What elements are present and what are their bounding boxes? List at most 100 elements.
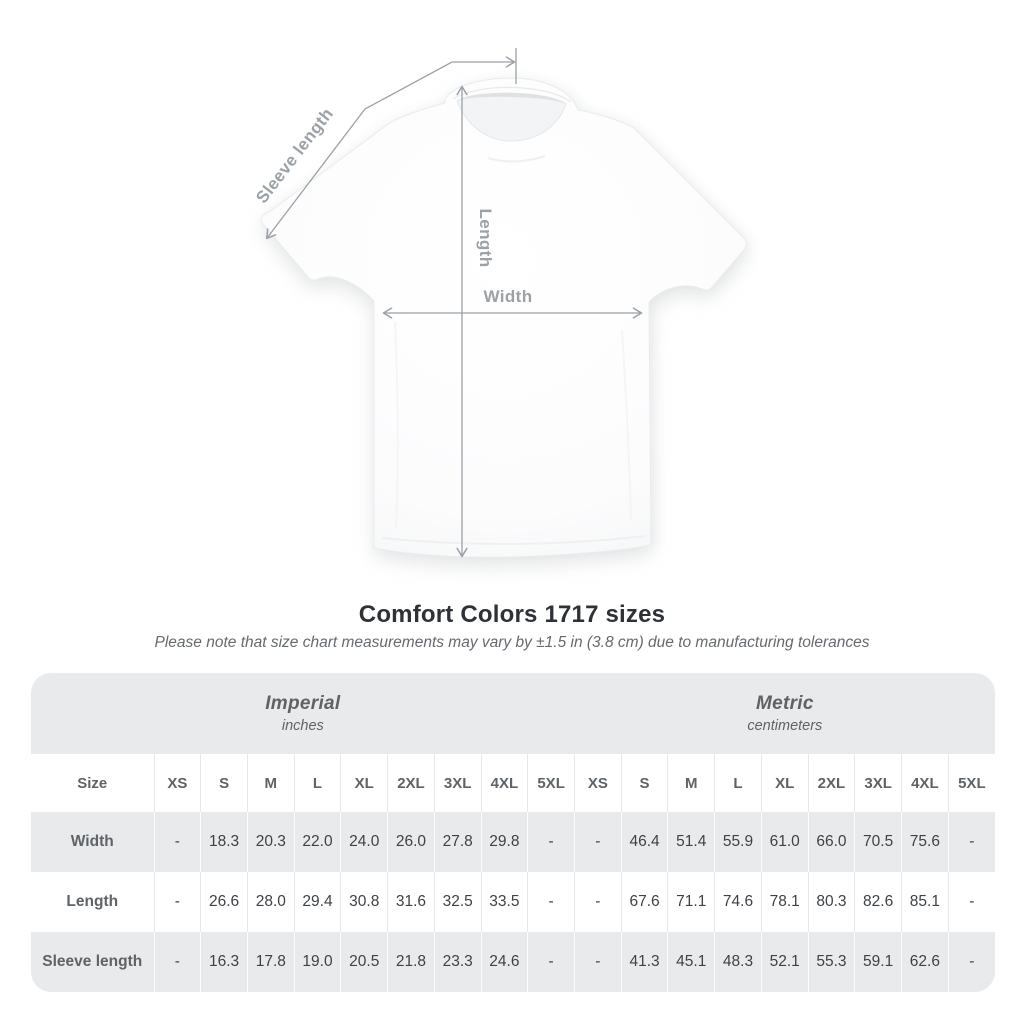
measurement-cell: - [153, 932, 201, 992]
measurement-cell: 17.8 [246, 932, 295, 992]
measurement-cell: 32.5 [433, 872, 482, 932]
page-title: Comfort Colors 1717 sizes [358, 601, 666, 628]
measurement-cell: 48.3 [714, 932, 762, 992]
size-column-header: XS [573, 754, 622, 812]
size-col-header: Size [77, 774, 108, 792]
group-name: Imperial [265, 693, 341, 714]
measurement-cell: 45.1 [667, 932, 715, 992]
size-column-header: 2XL [807, 754, 855, 812]
measurement-cell: 20.5 [340, 932, 388, 992]
size-column-header: S [620, 754, 668, 812]
measurement-cell: 20.3 [246, 812, 295, 872]
measurement-cell: 59.1 [854, 932, 902, 992]
measurement-cell: 67.6 [620, 872, 668, 932]
metric-group-header: Metric centimeters [575, 673, 995, 754]
size-column-header: 3XL [854, 754, 902, 812]
measurement-cell: 18.3 [200, 812, 248, 872]
width-row: Width - 18.3 20.3 22.0 24.0 26.0 27.8 29… [31, 812, 995, 872]
measurement-cell: 66.0 [807, 812, 855, 872]
length-row: Length - 26.6 28.0 29.4 30.8 31.6 32.5 3… [31, 872, 995, 932]
measurement-cell: 62.6 [901, 932, 949, 992]
measurement-cell: 29.4 [293, 872, 341, 932]
measurement-cell: 80.3 [807, 872, 855, 932]
size-header-row: Size XS S M L XL 2XL 3XL 4XL 5XL XS S M … [31, 754, 995, 812]
row-label: Length [66, 893, 119, 910]
measurement-cell: - [527, 812, 575, 872]
measurement-cell: 24.6 [480, 932, 528, 992]
measurement-cell: 29.8 [480, 812, 528, 872]
measurement-cell: - [153, 872, 201, 932]
measurement-cell: - [947, 812, 995, 872]
measurement-cell: 22.0 [293, 812, 341, 872]
size-column-header: M [246, 754, 295, 812]
group-name: Metric [755, 693, 814, 714]
measurement-cell: - [947, 932, 995, 992]
size-column-header: XL [340, 754, 388, 812]
measurement-cell: 55.9 [714, 812, 762, 872]
measurement-cell: 78.1 [760, 872, 809, 932]
size-table: Size XS S M L XL 2XL 3XL 4XL 5XL XS S M … [31, 754, 995, 992]
size-column-header: S [200, 754, 248, 812]
wrinkle-line [394, 321, 399, 529]
measurement-cell: 74.6 [714, 872, 762, 932]
measurement-cell: 24.0 [340, 812, 388, 872]
measurement-cell: 70.5 [854, 812, 902, 872]
measurement-cell: 31.6 [387, 872, 435, 932]
hem-shadow-line [381, 535, 647, 546]
size-column-header: 5XL [527, 754, 575, 812]
size-column-header: L [714, 754, 762, 812]
measurement-cell: - [153, 812, 201, 872]
measurement-cell: 26.6 [200, 872, 248, 932]
measurement-cell: - [573, 932, 622, 992]
tshirt-diagram-svg: Sleeve length Length Width [252, 48, 747, 558]
measurement-cell: 19.0 [293, 932, 341, 992]
measurement-cell: 51.4 [667, 812, 715, 872]
tshirt-measurement-diagram: Sleeve length Length Width [252, 48, 747, 558]
measurement-cell: 28.0 [246, 872, 295, 932]
size-column-header: 2XL [387, 754, 435, 812]
measurement-cell: 26.0 [387, 812, 435, 872]
size-column-header: 3XL [433, 754, 482, 812]
measurement-cell: 30.8 [340, 872, 388, 932]
measurement-cell: 61.0 [760, 812, 809, 872]
measurement-cell: 27.8 [433, 812, 482, 872]
size-column-header: 5XL [947, 754, 995, 812]
size-column-header: 4XL [901, 754, 949, 812]
length-label: Length [476, 208, 495, 267]
size-chart-card: Imperial inches Metric centimeters Size … [31, 673, 995, 992]
measurement-cell: 33.5 [480, 872, 528, 932]
group-unit: centimeters [747, 718, 823, 734]
measurement-cell: 75.6 [901, 812, 949, 872]
measurement-cell: - [527, 872, 575, 932]
measurement-cell: 41.3 [620, 932, 668, 992]
imperial-group-header: Imperial inches [31, 673, 575, 754]
row-label: Sleeve length [42, 953, 143, 970]
measurement-cell: 23.3 [433, 932, 482, 992]
group-unit: inches [281, 718, 324, 734]
measurement-cell: - [573, 872, 622, 932]
size-column-header: XS [153, 754, 201, 812]
measurement-cell: 21.8 [387, 932, 435, 992]
sleeve-length-arrow [265, 56, 516, 240]
measurement-cell: 52.1 [760, 932, 809, 992]
measurement-cell: 46.4 [620, 812, 668, 872]
measurement-cell: 55.3 [807, 932, 855, 992]
wrinkle-line [621, 329, 632, 521]
sleeve-length-row: Sleeve length - 16.3 17.8 19.0 20.5 21.8… [31, 932, 995, 992]
measurement-cell: 82.6 [854, 872, 902, 932]
size-column-header: 4XL [480, 754, 528, 812]
measurement-cell: 85.1 [901, 872, 949, 932]
measurement-cell: 71.1 [667, 872, 715, 932]
width-label: Width [483, 287, 532, 306]
unit-group-band: Imperial inches Metric centimeters [31, 673, 995, 754]
size-column-header: M [667, 754, 715, 812]
measurement-cell: - [573, 812, 622, 872]
size-column-header: XL [760, 754, 809, 812]
measurement-cell: 16.3 [200, 932, 248, 992]
size-column-header: L [293, 754, 341, 812]
measurement-cell: - [947, 872, 995, 932]
row-label: Width [70, 833, 114, 850]
measurement-cell: - [527, 932, 575, 992]
page-subtitle: Please note that size chart measurements… [154, 634, 870, 651]
